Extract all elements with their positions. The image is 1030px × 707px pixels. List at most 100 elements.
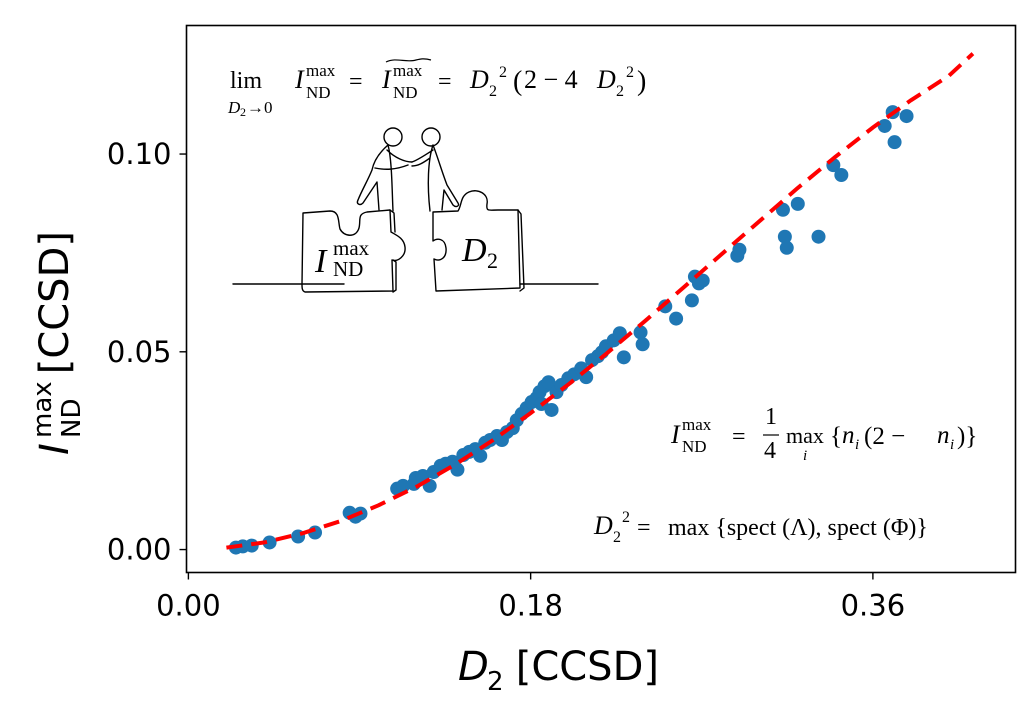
D-sq-1: 2 bbox=[499, 64, 507, 81]
close-paren: ) bbox=[637, 66, 646, 97]
fit-curve bbox=[226, 52, 975, 550]
open-paren: ( bbox=[513, 66, 522, 97]
n-symbol-1: n bbox=[842, 422, 855, 449]
ND-sub-2: ND bbox=[393, 83, 418, 102]
data-point bbox=[877, 118, 892, 133]
max-operator: max bbox=[786, 423, 824, 448]
open-brace: { bbox=[830, 423, 842, 450]
n-sub-1: i bbox=[855, 437, 859, 453]
y-axis-label-symbol: I bbox=[32, 443, 78, 455]
puzzle-piece-left-edge bbox=[389, 209, 397, 293]
n-sub-2: i bbox=[950, 437, 954, 453]
frac-denominator: 4 bbox=[764, 438, 776, 464]
right-piece-label-sub: 2 bbox=[487, 248, 498, 273]
x-axis-label: D 2 [CCSD] bbox=[458, 644, 659, 697]
data-point bbox=[473, 448, 488, 463]
equals-1: = bbox=[349, 69, 363, 95]
data-point bbox=[695, 273, 710, 288]
data-point bbox=[635, 337, 650, 352]
data-point bbox=[887, 135, 902, 150]
y-axis-label: I max ND [CCSD] bbox=[28, 231, 87, 455]
max-sup-3: max bbox=[682, 415, 712, 434]
y-axis-label-superscript: max bbox=[28, 381, 58, 438]
I-symbol-1: I bbox=[294, 65, 305, 94]
right-piece-label-D: D bbox=[461, 232, 487, 269]
data-point bbox=[633, 325, 648, 340]
max-index: i bbox=[803, 448, 807, 464]
y-tick-label: 0.05 bbox=[107, 335, 172, 369]
data-point bbox=[612, 326, 627, 341]
data-point bbox=[834, 168, 849, 183]
x-tick-label: 0.36 bbox=[841, 589, 906, 623]
ND-sub-3: ND bbox=[682, 437, 707, 456]
puzzle-piece-right-edge bbox=[517, 209, 525, 292]
x-axis-label-subscript: 2 bbox=[487, 667, 504, 697]
data-point bbox=[732, 242, 747, 257]
y-tick-label: 0.10 bbox=[107, 137, 172, 171]
puzzle-illustration: I max ND D 2 bbox=[232, 127, 599, 293]
I-symbol-2: I bbox=[381, 65, 392, 94]
figure-left-body bbox=[356, 144, 413, 212]
D-sq-3: 2 bbox=[622, 509, 630, 526]
data-point bbox=[669, 311, 684, 326]
D-sub-2: 2 bbox=[616, 83, 624, 100]
D-sub-1: 2 bbox=[489, 83, 497, 100]
max-sup-1: max bbox=[306, 61, 336, 80]
lim-sub-2: 2 bbox=[240, 105, 246, 119]
limit-formula-annotation: lim D 2 →0 I max ND = I max ND = D 2 2 (… bbox=[227, 58, 646, 119]
y-axis-label-unit: [CCSD] bbox=[32, 231, 78, 387]
D-sub-3: 2 bbox=[613, 529, 621, 546]
figure-right-body bbox=[411, 144, 460, 212]
data-point bbox=[450, 462, 465, 477]
tilde-mark bbox=[385, 58, 432, 63]
axes-frame bbox=[185, 24, 1017, 574]
equals-4: = bbox=[637, 515, 651, 541]
fit-line-series bbox=[226, 52, 975, 550]
equals-2: = bbox=[438, 69, 452, 95]
data-point bbox=[541, 375, 556, 390]
x-axis-label-unit: [CCSD] bbox=[503, 644, 659, 690]
left-piece-label-I: I bbox=[314, 243, 328, 280]
tick-labels: 0.00 0.18 0.36 0.00 0.05 0.10 bbox=[107, 137, 905, 622]
x-axis-label-symbol: D bbox=[458, 644, 489, 690]
left-piece-label-sup: max bbox=[333, 236, 370, 260]
data-point bbox=[684, 293, 699, 308]
lim-sub-D: D bbox=[227, 98, 241, 117]
close-brace: )} bbox=[957, 423, 977, 450]
two-minus-four: 2 − 4 bbox=[524, 65, 578, 94]
D-sq-2: 2 bbox=[626, 64, 634, 81]
y-axis-label-subscript: ND bbox=[57, 399, 87, 438]
two-minus: (2 − bbox=[864, 423, 905, 450]
data-point bbox=[779, 240, 794, 255]
data-point bbox=[811, 229, 826, 244]
puzzle-piece-left bbox=[301, 209, 406, 293]
D-symbol-1: D bbox=[469, 65, 489, 94]
I-symbol-3: I bbox=[670, 420, 681, 449]
lim-text: lim bbox=[230, 68, 262, 94]
ind-definition-annotation: I max ND = 1 4 max i { n i (2 − n i )} bbox=[670, 404, 977, 464]
max-sup-2: max bbox=[393, 61, 423, 80]
x-tick-label: 0.18 bbox=[498, 589, 563, 623]
data-point bbox=[790, 196, 805, 211]
left-piece-label-sub: ND bbox=[333, 257, 363, 281]
frac-numerator: 1 bbox=[765, 404, 777, 430]
data-point bbox=[616, 350, 631, 365]
n-symbol-2: n bbox=[937, 422, 950, 449]
lim-sub-arrow: →0 bbox=[247, 98, 273, 117]
data-point bbox=[777, 229, 792, 244]
data-point bbox=[544, 402, 559, 417]
x-tick-label: 0.00 bbox=[156, 589, 221, 623]
D-symbol-2: D bbox=[596, 65, 616, 94]
scatter-series bbox=[228, 105, 914, 555]
puzzle-piece-right bbox=[432, 190, 521, 292]
ND-sub-1: ND bbox=[306, 83, 331, 102]
data-point bbox=[899, 109, 914, 124]
D-symbol-3: D bbox=[593, 511, 613, 540]
figure-right-head bbox=[421, 127, 441, 147]
spect-expression: max {spect (Λ), spect (Φ)} bbox=[668, 515, 928, 541]
y-tick-label: 0.00 bbox=[107, 533, 172, 567]
equals-3: = bbox=[732, 424, 746, 450]
figure-left-head bbox=[383, 127, 403, 147]
ticks bbox=[179, 153, 874, 580]
